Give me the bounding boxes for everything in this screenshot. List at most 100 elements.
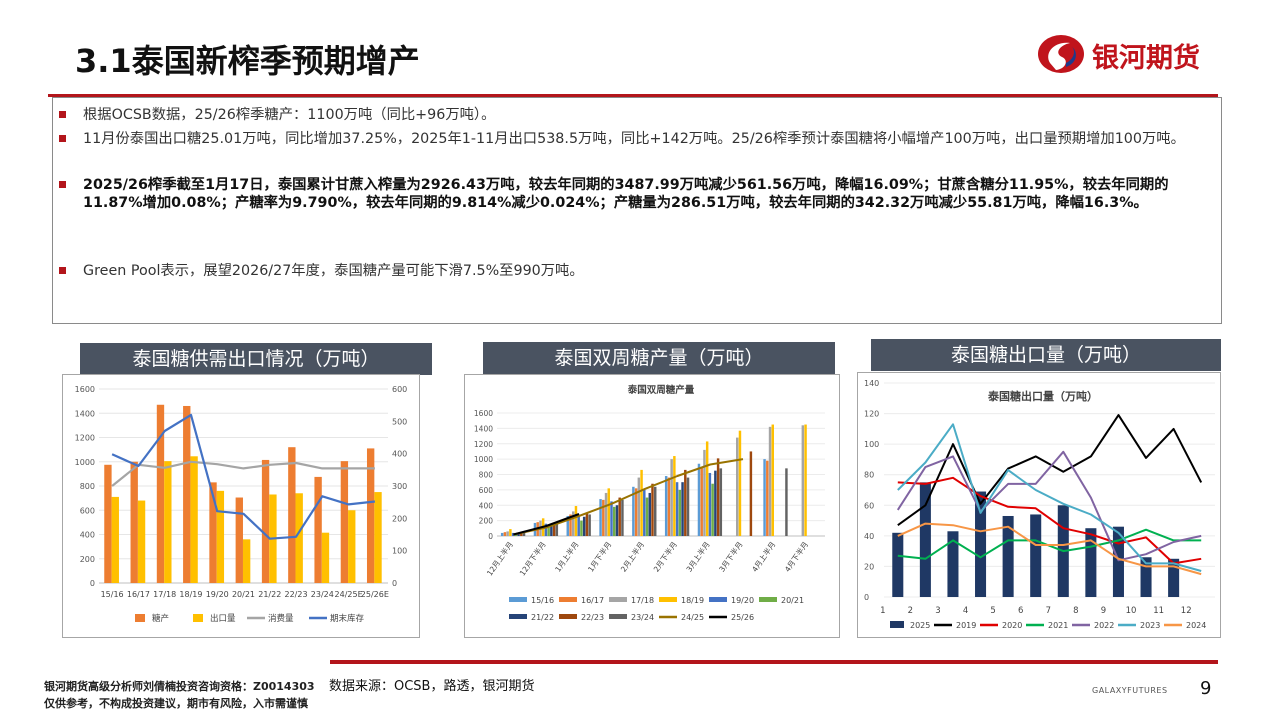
legend-label: 22/23 xyxy=(581,613,604,622)
legend-label: 2024 xyxy=(1186,621,1206,630)
bar-16/17 xyxy=(634,488,638,536)
bar-22/23 xyxy=(520,532,523,536)
chart-title: 泰国糖出口量（万吨） xyxy=(987,389,1098,403)
y-tick-label: 200 xyxy=(479,517,494,526)
bar-16/17 xyxy=(602,499,605,536)
x-tick-label: 3月下半月 xyxy=(716,539,744,573)
bullet-item: 11月份泰国出口糖25.01万吨，同比增加37.25%，2025年1-11月出口… xyxy=(59,130,1203,148)
x-tick-label: 2月上半月 xyxy=(618,539,646,573)
y-tick-label: 0 xyxy=(864,593,869,602)
bar-19/20 xyxy=(708,472,712,536)
bar-21/22 xyxy=(648,492,651,536)
y-tick-label: 800 xyxy=(479,471,494,480)
legend-label: 15/16 xyxy=(531,596,554,605)
y-tick-label: 60 xyxy=(864,501,874,510)
analyst-credential: 银河期货高级分析师刘倩楠投资咨询资格：Z0014303 xyxy=(44,680,315,693)
bar-16/17 xyxy=(766,460,769,536)
line-2022 xyxy=(896,450,1202,562)
line-消费量 xyxy=(111,460,375,487)
bar-出口量 xyxy=(295,493,303,583)
bar-2025 xyxy=(1030,514,1042,597)
bar-18/19 xyxy=(509,529,512,536)
legend-label: 糖产 xyxy=(152,613,169,624)
bar-21/22 xyxy=(615,505,619,536)
legend-label: 2025 xyxy=(910,621,930,630)
x-tick-label: 17/18 xyxy=(153,590,176,599)
bar-20/21 xyxy=(580,520,583,536)
bar-2025 xyxy=(1085,528,1097,597)
legend-label: 25/26 xyxy=(731,613,754,622)
x-tick-label: 16/17 xyxy=(127,590,150,599)
x-tick-label: 12 xyxy=(1181,606,1192,616)
bar-糖产 xyxy=(104,464,112,583)
bar-出口量 xyxy=(111,496,119,583)
legend-label: 18/19 xyxy=(681,596,704,605)
legend-label: 23/24 xyxy=(631,613,654,622)
x-tick-label: 10 xyxy=(1126,606,1137,616)
bullet-text: 根据OCSB数据，25/26榨季糖产：1100万吨（同比+96万吨）。 xyxy=(83,107,496,123)
chart2-header: 泰国双周糖产量（万吨） xyxy=(483,342,835,374)
title-divider xyxy=(48,94,1218,97)
x-tick-label: 23/24 xyxy=(311,590,334,599)
x-tick-label: 7 xyxy=(1046,606,1051,616)
x-tick-label: 12月上半月 xyxy=(484,539,515,577)
x-tick-label: 12月下半月 xyxy=(517,539,548,577)
bar-21/22 xyxy=(582,516,586,536)
x-tick-label: 18/19 xyxy=(179,590,202,599)
bar-18/19 xyxy=(705,441,709,536)
bar-22/23 xyxy=(552,522,556,536)
x-tick-label: 21/22 xyxy=(258,590,281,599)
bar-18/19 xyxy=(738,430,742,536)
bar-2025 xyxy=(975,491,987,597)
y-right-tick-label: 100 xyxy=(392,547,407,556)
bar-2025 xyxy=(919,482,931,597)
bar-出口量 xyxy=(242,539,251,583)
data-source: 数据来源：OCSB，路透，银河期货 xyxy=(329,679,535,694)
x-tick-label: 3月上半月 xyxy=(684,539,712,573)
chart1-panel: 0 200 400 600 800 1000 1200 1400 1600 0 100 200 300 4… xyxy=(62,374,420,638)
legend-label: 2023 xyxy=(1140,621,1160,630)
x-tick-label: 3 xyxy=(935,606,940,616)
x-tick-label: 4月下半月 xyxy=(782,539,810,573)
legend-swatch xyxy=(135,614,145,622)
x-tick-label: 15/16 xyxy=(101,590,124,599)
legend-label: 2022 xyxy=(1094,621,1114,630)
bar-15/16 xyxy=(697,463,701,536)
legend-swatch xyxy=(559,614,577,619)
legend-label: 出口量 xyxy=(210,613,236,624)
legend-label: 2021 xyxy=(1048,621,1068,630)
bar-22/23 xyxy=(651,483,654,536)
bar-22/23 xyxy=(585,512,589,536)
y-left-tick-label: 1000 xyxy=(75,458,95,467)
legend-label: 19/20 xyxy=(731,596,754,605)
legend-label: 21/22 xyxy=(531,613,554,622)
bar-20/21 xyxy=(711,483,714,536)
x-tick-label: 24/25E xyxy=(335,590,363,599)
bar-19/20 xyxy=(577,514,580,536)
bar-15/16 xyxy=(763,459,766,536)
y-left-tick-label: 0 xyxy=(90,579,95,588)
bar-15/16 xyxy=(664,476,668,536)
y-tick-label: 100 xyxy=(864,440,879,449)
legend-swatch xyxy=(509,597,527,602)
bar-16/17 xyxy=(700,467,703,536)
y-right-tick-label: 300 xyxy=(392,482,407,491)
bar-糖产 xyxy=(156,404,165,583)
line-2023 xyxy=(897,423,1202,572)
bar-15/16 xyxy=(599,499,602,536)
bar-17/18 xyxy=(637,477,641,536)
bullet-text: 2025/26榨季截至1月17日，泰国累计甘蔗入榨量为2926.43万吨，较去年… xyxy=(83,177,1169,211)
chart1-svg: 0 200 400 600 800 1000 1200 1400 1600 0 100 200 300 4… xyxy=(75,385,408,624)
bar-糖产 xyxy=(314,476,322,583)
brand-footer: GALAXYFUTURES xyxy=(1092,686,1168,695)
y-right-tick-label: 400 xyxy=(392,450,407,459)
bar-16/17 xyxy=(569,514,572,536)
x-tick-label: 2 xyxy=(908,606,913,616)
bar-20/21 xyxy=(678,489,682,536)
y-tick-label: 120 xyxy=(864,410,879,419)
x-tick-label: 11 xyxy=(1153,606,1164,616)
y-tick-label: 0 xyxy=(488,532,493,541)
bar-22/23 xyxy=(749,451,753,536)
bar-18/19 xyxy=(640,469,643,536)
